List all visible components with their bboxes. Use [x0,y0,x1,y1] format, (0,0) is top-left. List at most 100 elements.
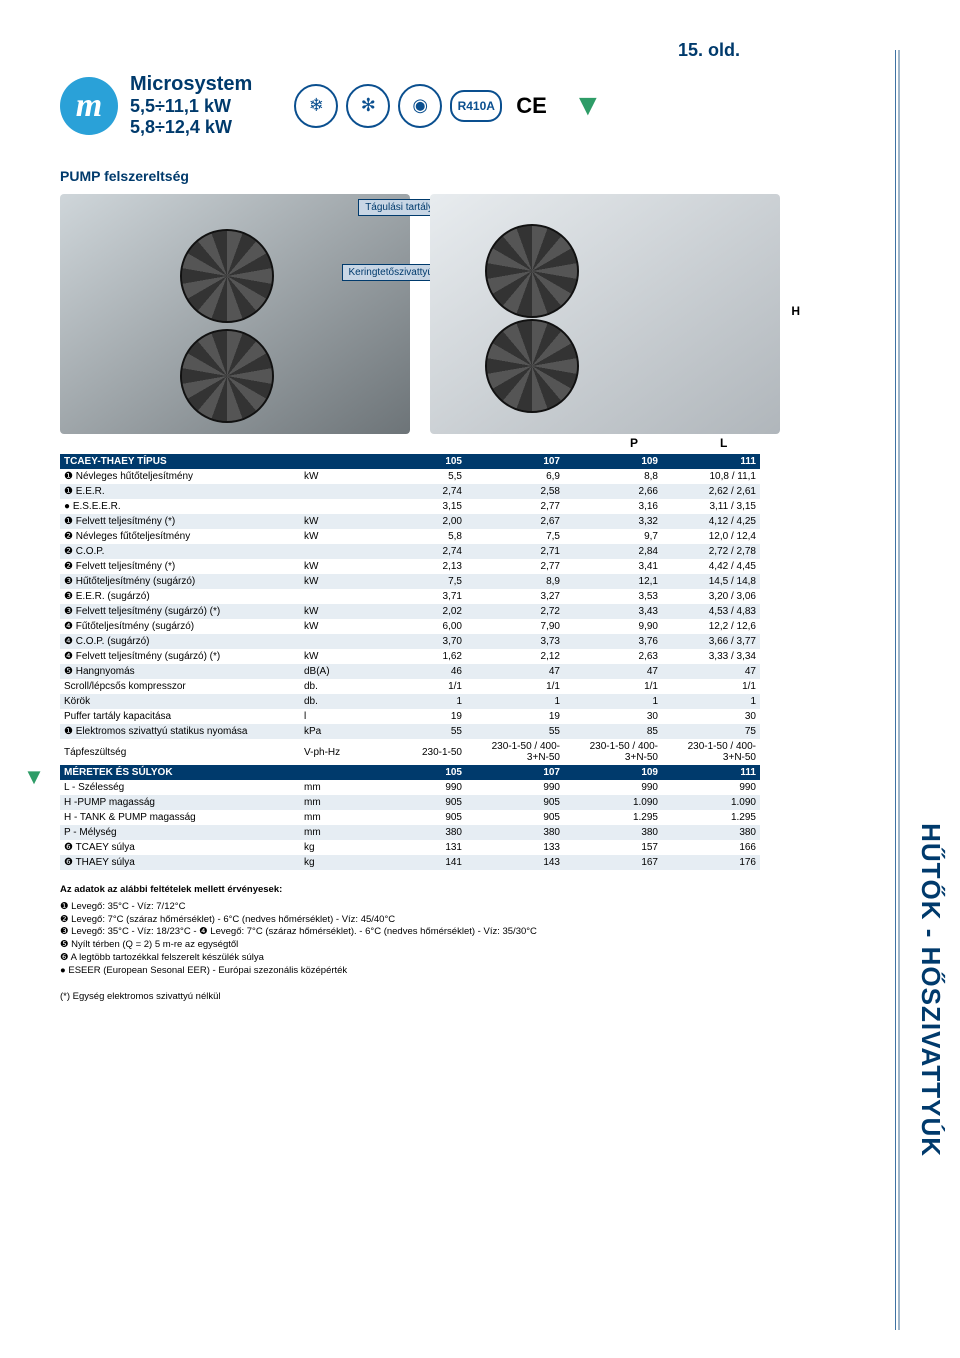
product-header: m Microsystem 5,5÷11,1 kW 5,8÷12,4 kW ❄ … [60,73,760,138]
spec-cell: 4,12 / 4,25 [662,514,760,529]
dims-header-row: MÉRETEK ÉS SÚLYOK105107109111 [60,765,760,780]
table-row: ❶ E.E.R.2,742,582,662,62 / 2,61 [60,484,760,499]
spec-cell: 2,77 [466,499,564,514]
notes-title: Az adatok az alábbi feltételek mellett é… [60,884,760,897]
spec-cell: ❷ Felvett teljesítmény (*) [60,559,300,574]
spec-cell: 3,32 [564,514,662,529]
spec-cell: 3,20 / 3,06 [662,589,760,604]
dim-cell: 380 [368,825,466,840]
spec-cell: 75 [662,724,760,739]
table-row: ❸ E.E.R. (sugárzó)3,713,273,533,20 / 3,0… [60,589,760,604]
spec-cell: 7,5 [466,529,564,544]
label-tank: Tágulási tartály [358,199,440,216]
spec-cell: 3,70 [368,634,466,649]
spec-cell: 7,90 [466,619,564,634]
spec-cell: ● E.S.E.E.R. [60,499,300,514]
spec-cell: 30 [662,709,760,724]
table-row: P - Mélységmm380380380380 [60,825,760,840]
dim-cell: 143 [466,855,564,870]
dim-cell: 176 [662,855,760,870]
table-row: ● E.S.E.E.R.3,152,773,163,11 / 3,15 [60,499,760,514]
spec-cell: 1/1 [368,679,466,694]
spec-cell: 47 [662,664,760,679]
spec-cell: 2,66 [564,484,662,499]
dim-cell: mm [300,810,368,825]
table-row: Körökdb.1111 [60,694,760,709]
dim-cell: mm [300,795,368,810]
dim-h-label: H [791,304,800,318]
spec-cell: 2,02 [368,604,466,619]
spec-cell: Tápfeszültség [60,739,300,765]
spec-cell: ❹ C.O.P. (sugárzó) [60,634,300,649]
eurovent-small-icon: ▼ [15,760,53,794]
dim-cell: 990 [466,780,564,795]
dim-cell: 905 [466,795,564,810]
spec-cell: 19 [368,709,466,724]
spec-cell: 2,84 [564,544,662,559]
spec-cell: 2,12 [466,649,564,664]
dim-cell: 133 [466,840,564,855]
spec-header-label: TCAEY-THAEY TÍPUS [60,454,300,469]
note-line: ● ESEER (European Sesonal EER) - Európai… [60,965,760,978]
spec-cell: 14,5 / 14,8 [662,574,760,589]
table-row: ❹ Felvett teljesítmény (sugárzó) (*)kW1,… [60,649,760,664]
spec-cell: 3,71 [368,589,466,604]
dim-cell: 157 [564,840,662,855]
spec-cell: 1 [662,694,760,709]
spec-cell: 3,43 [564,604,662,619]
spec-cell: 5,8 [368,529,466,544]
dim-cell: 380 [466,825,564,840]
spec-cell: kW [300,559,368,574]
spec-cell: 1 [368,694,466,709]
note-line: ❸ Levegő: 35°C - Víz: 18/23°C - ❹ Levegő… [60,926,760,939]
spec-cell [300,499,368,514]
spec-cell: Scroll/lépcsős kompresszor [60,679,300,694]
spec-cell: 8,9 [466,574,564,589]
note-line: ❶ Levegő: 35°C - Víz: 7/12°C [60,901,760,914]
spec-cell: 2,67 [466,514,564,529]
dim-cell: mm [300,780,368,795]
dim-cell: kg [300,855,368,870]
dim-cell: P - Mélység [60,825,300,840]
dims-header-cell: 107 [466,765,564,780]
spec-cell: ❶ E.E.R. [60,484,300,499]
spec-cell: 9,90 [564,619,662,634]
note-line: ❷ Levegő: 7°C (száraz hőmérséklet) - 6°C… [60,914,760,927]
spec-cell: 3,73 [466,634,564,649]
dim-cell: 1.295 [662,810,760,825]
spec-cell: 3,76 [564,634,662,649]
dim-cell: kg [300,840,368,855]
spec-cell: ❸ Hűtőteljesítmény (sugárzó) [60,574,300,589]
spec-cell: 46 [368,664,466,679]
spec-cell: dB(A) [300,664,368,679]
dim-cell: 905 [466,810,564,825]
table-row: ❻ TCAEY súlyakg131133157166 [60,840,760,855]
spec-cell: kW [300,649,368,664]
spec-cell: 1/1 [564,679,662,694]
table-row: ❷ C.O.P.2,742,712,842,72 / 2,78 [60,544,760,559]
dim-cell: ❻ THAEY súlya [60,855,300,870]
table-row: ❸ Hűtőteljesítmény (sugárzó)kW7,58,912,1… [60,574,760,589]
spec-cell: 47 [466,664,564,679]
spec-cell: 3,33 / 3,34 [662,649,760,664]
table-row: ❹ C.O.P. (sugárzó)3,703,733,763,66 / 3,7… [60,634,760,649]
table-row: ❸ Felvett teljesítmény (sugárzó) (*)kW2,… [60,604,760,619]
spec-cell: ❶ Felvett teljesítmény (*) [60,514,300,529]
spec-cell [300,589,368,604]
table-row: ❶ Felvett teljesítmény (*)kW2,002,673,32… [60,514,760,529]
spec-cell: 2,62 / 2,61 [662,484,760,499]
product-range-1: 5,5÷11,1 kW [130,96,252,117]
model-col-3: 111 [662,454,760,469]
spec-cell: kW [300,604,368,619]
spec-cell: 2,13 [368,559,466,574]
spec-cell: 3,16 [564,499,662,514]
spec-cell: 4,42 / 4,45 [662,559,760,574]
spec-cell: ❺ Hangnyomás [60,664,300,679]
dim-cell: ❻ TCAEY súlya [60,840,300,855]
spec-cell: 6,00 [368,619,466,634]
spec-cell: 3,11 / 3,15 [662,499,760,514]
spec-cell: 230-1-50 / 400-3+N-50 [564,739,662,765]
spec-cell: 7,5 [368,574,466,589]
section-title: PUMP felszereltség [60,168,760,184]
dim-l-label: L [720,436,727,450]
